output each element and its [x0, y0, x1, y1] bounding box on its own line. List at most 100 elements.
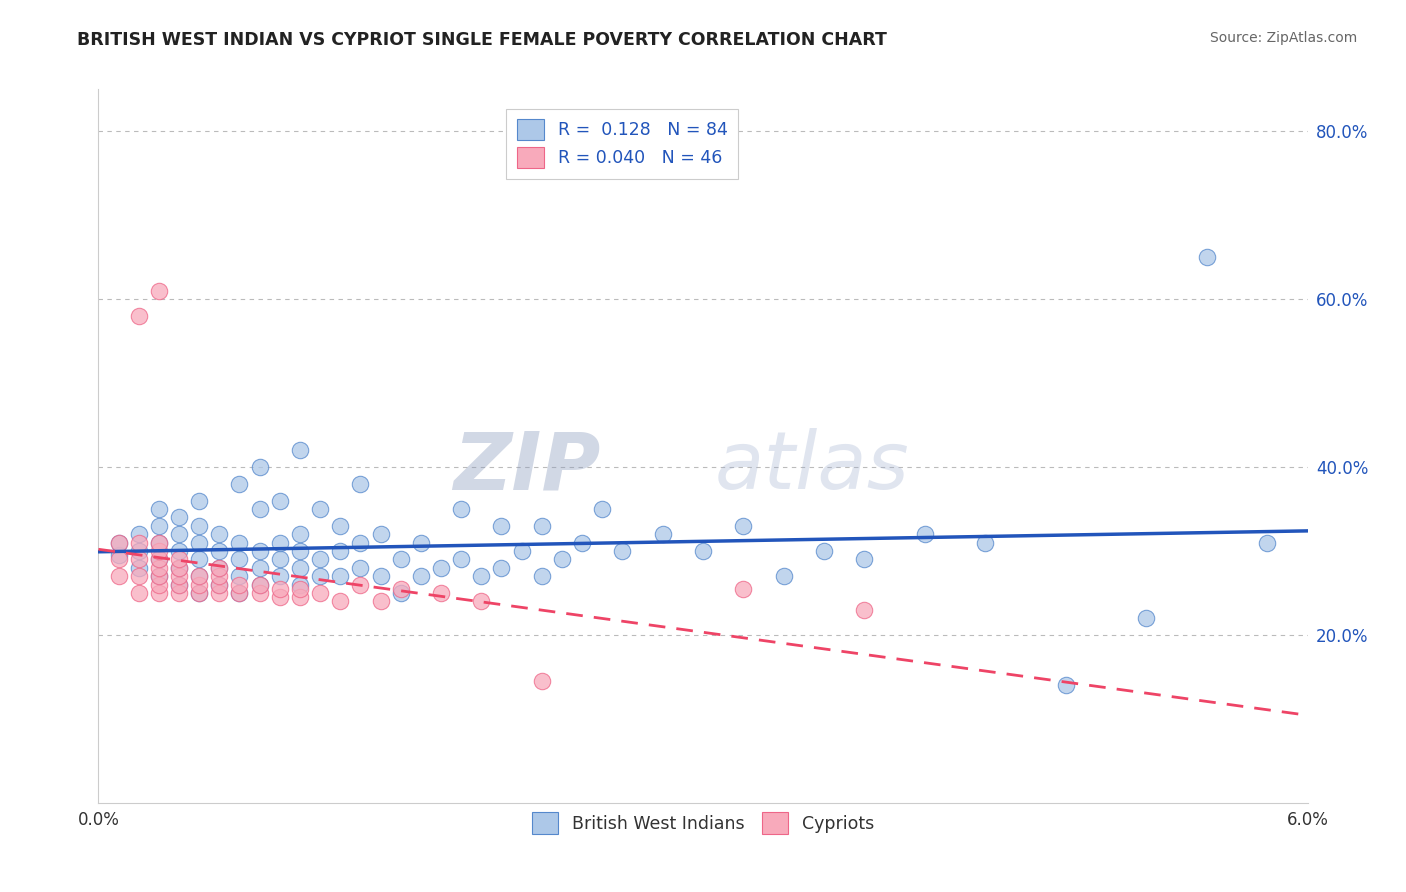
Point [853, 552, 876, 566]
Point [208, 586, 231, 600]
Point [288, 544, 311, 558]
Point [389, 586, 412, 600]
Point [167, 577, 190, 591]
Point [188, 535, 211, 549]
Point [370, 569, 392, 583]
Point [148, 502, 170, 516]
Point [249, 577, 271, 591]
Point [530, 518, 553, 533]
Point [228, 586, 250, 600]
Point [208, 544, 231, 558]
Point [269, 569, 291, 583]
Point [491, 560, 513, 574]
Point [148, 577, 170, 591]
Point [148, 535, 170, 549]
Point [107, 535, 129, 549]
Point [914, 527, 936, 541]
Point [128, 309, 150, 323]
Point [269, 552, 291, 566]
Point [249, 544, 271, 558]
Point [329, 594, 352, 608]
Point [228, 535, 250, 549]
Point [571, 535, 593, 549]
Point [370, 527, 392, 541]
Point [128, 560, 150, 574]
Point [974, 535, 997, 549]
Point [288, 527, 311, 541]
Text: atlas: atlas [714, 428, 910, 507]
Point [128, 569, 150, 583]
Point [450, 552, 472, 566]
Point [288, 577, 311, 591]
Point [329, 544, 352, 558]
Point [249, 560, 271, 574]
Point [167, 577, 190, 591]
Point [148, 569, 170, 583]
Point [128, 586, 150, 600]
Point [430, 560, 453, 574]
Point [167, 527, 190, 541]
Point [510, 544, 533, 558]
Point [228, 569, 250, 583]
Point [188, 586, 211, 600]
Point [148, 535, 170, 549]
Point [389, 582, 412, 596]
Point [329, 569, 352, 583]
Point [651, 527, 673, 541]
Text: ZIP: ZIP [453, 428, 600, 507]
Point [733, 582, 755, 596]
Point [288, 560, 311, 574]
Point [167, 544, 190, 558]
Point [228, 586, 250, 600]
Point [288, 590, 311, 604]
Point [329, 518, 352, 533]
Point [551, 552, 574, 566]
Point [370, 594, 392, 608]
Point [349, 560, 371, 574]
Point [107, 548, 129, 562]
Point [249, 502, 271, 516]
Point [1054, 678, 1077, 692]
Point [389, 552, 412, 566]
Point [128, 527, 150, 541]
Point [349, 476, 371, 491]
Point [167, 510, 190, 524]
Point [148, 518, 170, 533]
Point [470, 569, 492, 583]
Point [249, 577, 271, 591]
Text: BRITISH WEST INDIAN VS CYPRIOT SINGLE FEMALE POVERTY CORRELATION CHART: BRITISH WEST INDIAN VS CYPRIOT SINGLE FE… [77, 31, 887, 49]
Point [148, 552, 170, 566]
Point [249, 460, 271, 475]
Point [208, 577, 231, 591]
Point [128, 535, 150, 549]
Legend: British West Indians, Cypriots: British West Indians, Cypriots [524, 805, 882, 840]
Point [1135, 611, 1157, 625]
Point [208, 527, 231, 541]
Point [107, 535, 129, 549]
Point [692, 544, 714, 558]
Point [167, 569, 190, 583]
Point [309, 502, 332, 516]
Point [208, 560, 231, 574]
Point [853, 603, 876, 617]
Point [450, 502, 472, 516]
Point [772, 569, 794, 583]
Point [228, 552, 250, 566]
Point [530, 674, 553, 689]
Point [188, 518, 211, 533]
Point [409, 535, 432, 549]
Text: Source: ZipAtlas.com: Source: ZipAtlas.com [1209, 31, 1357, 45]
Point [148, 544, 170, 558]
Point [228, 577, 250, 591]
Point [591, 502, 613, 516]
Point [148, 284, 170, 298]
Point [128, 552, 150, 566]
Point [349, 535, 371, 549]
Point [430, 586, 453, 600]
Point [269, 535, 291, 549]
Point [409, 569, 432, 583]
Point [269, 582, 291, 596]
Point [188, 493, 211, 508]
Point [208, 560, 231, 574]
Point [530, 569, 553, 583]
